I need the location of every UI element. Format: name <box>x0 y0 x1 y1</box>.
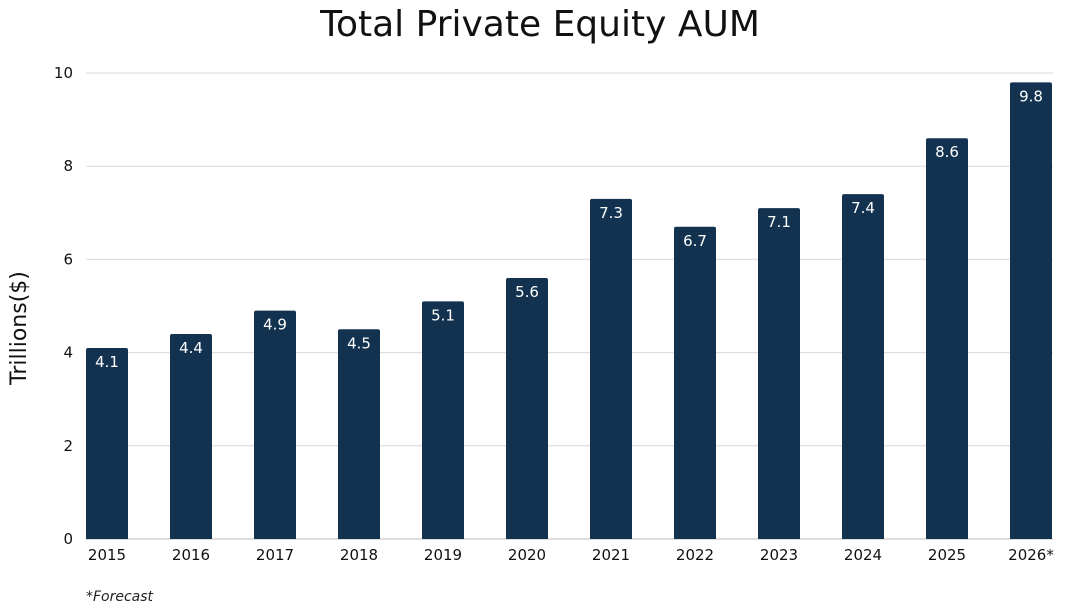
bar-value-label: 4.4 <box>179 339 203 357</box>
y-axis-ticks: 0 2 4 6 8 10 <box>54 64 73 548</box>
bar-2023 <box>758 208 800 539</box>
bar-value-label: 4.1 <box>95 353 119 371</box>
x-tick-label: 2018 <box>340 546 378 564</box>
gridlines <box>86 72 1053 540</box>
x-tick-label: 2025 <box>928 546 966 564</box>
bar-value-label: 4.9 <box>263 316 287 334</box>
x-tick-label: 2017 <box>256 546 294 564</box>
x-tick-label: 2015 <box>88 546 126 564</box>
bar-2018 <box>338 329 380 539</box>
bar-value-label: 8.6 <box>935 143 959 161</box>
bars: 4.1 4.4 4.9 4.5 5.1 5.6 7.3 6.7 7.1 7.4 8.6 9.8 <box>86 82 1052 540</box>
bar-value-label: 6.7 <box>683 232 707 250</box>
x-tick-label: 2020 <box>508 546 546 564</box>
y-tick-label: 4 <box>63 344 73 362</box>
bar-2025 <box>926 138 968 540</box>
y-tick-label: 0 <box>63 530 73 548</box>
forecast-footnote: *Forecast <box>86 589 154 605</box>
y-axis-label: Trillions($) <box>7 271 32 386</box>
x-tick-label: 2016 <box>172 546 210 564</box>
x-tick-label: 2026* <box>1008 546 1054 564</box>
x-tick-label: 2021 <box>592 546 630 564</box>
bar-value-label: 5.1 <box>431 306 455 324</box>
bar-value-label: 7.4 <box>851 199 875 217</box>
y-tick-label: 8 <box>63 157 73 175</box>
bar-2019 <box>422 301 464 539</box>
y-tick-label: 6 <box>63 250 73 268</box>
bar-2016 <box>170 333 212 539</box>
x-axis-ticks: 2015 2016 2017 2018 2019 2020 2021 2022 2023 2024… <box>88 546 1054 564</box>
bar-2015 <box>86 347 128 539</box>
bar-2017 <box>254 310 296 539</box>
bar-2022 <box>674 226 716 539</box>
bar-2024 <box>842 194 884 539</box>
chart-title: Total Private Equity AUM <box>320 4 760 45</box>
bar-2026-forecast <box>1010 82 1052 539</box>
x-tick-label: 2022 <box>676 546 714 564</box>
y-tick-label: 10 <box>54 64 73 82</box>
x-tick-label: 2019 <box>424 546 462 564</box>
y-tick-label: 2 <box>63 437 73 455</box>
bar-value-label: 7.3 <box>599 204 623 222</box>
bar-2021 <box>590 198 632 539</box>
bar-value-label: 5.6 <box>515 283 539 301</box>
bar-value-label: 4.5 <box>347 334 371 352</box>
x-tick-label: 2023 <box>760 546 798 564</box>
bar-2020 <box>506 278 548 539</box>
x-tick-label: 2024 <box>844 546 882 564</box>
bar-value-label: 9.8 <box>1019 87 1043 105</box>
bar-value-label: 7.1 <box>767 213 791 231</box>
